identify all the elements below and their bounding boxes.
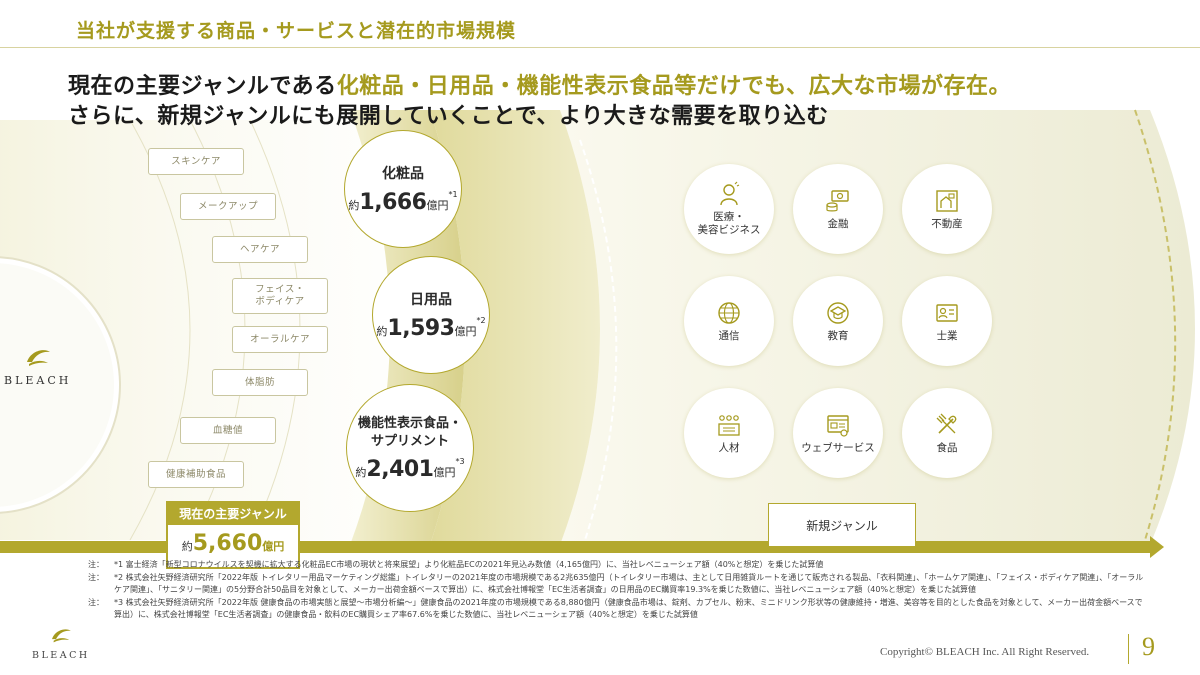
- copyright: Copyright© BLEACH Inc. All Right Reserve…: [880, 646, 1090, 658]
- headline-line-1-pre: 現在の主要ジャンルである: [68, 74, 337, 99]
- subgenre-pill: 血糖値: [180, 417, 276, 444]
- timeline-arrow-icon: [1150, 536, 1164, 558]
- footer-logo: BLEACH: [32, 626, 90, 661]
- new-genre-telecom: 通信: [684, 276, 774, 366]
- current-main-genre-box: 現在の主要ジャンル 約5,660億円: [166, 501, 300, 569]
- footnote-row: 注： *3 株式会社矢野経済研究所「2022年版 健康食品の市場実態と展望〜市場分…: [88, 597, 1143, 620]
- new-genre-finance: 金融: [793, 164, 883, 254]
- subgenre-pill: ヘアケア: [212, 236, 308, 263]
- new-genre-education: 教育: [793, 276, 883, 366]
- market-value: 約1,666億円*1: [348, 189, 458, 215]
- subgenre-pill: メークアップ: [180, 193, 276, 220]
- new-genre-label: 不動産: [931, 217, 963, 230]
- page-number: 9: [1142, 632, 1155, 661]
- current-main-genre-label: 現在の主要ジャンル: [168, 503, 298, 525]
- telecom-icon: [718, 301, 740, 324]
- bleach-logo-icon: [26, 350, 50, 366]
- market-name: 日用品: [410, 291, 452, 308]
- new-genre-label: 食品: [936, 441, 958, 454]
- education-icon: [827, 301, 849, 324]
- current-main-genre-value: 約5,660億円: [181, 531, 285, 556]
- hr-icon: [718, 414, 740, 436]
- subgenre-pill: 体脂肪: [212, 369, 308, 396]
- new-genre-label: 医療・ 美容ビジネス: [697, 211, 761, 236]
- market-circle-daily-goods: 日用品 約1,593億円*2: [372, 256, 490, 374]
- header-divider: [0, 47, 1200, 48]
- new-genre-real-estate: 不動産: [902, 164, 992, 254]
- web-service-icon: [827, 414, 849, 437]
- headline-line-1-accent: 化粧品・日用品・機能性表示食品等だけでも、広大な市場が存在。: [336, 74, 1012, 99]
- bleach-logo-icon: [51, 629, 71, 643]
- new-genre-box: 新規ジャンル: [768, 503, 916, 547]
- headline: 現在の主要ジャンルである化粧品・日用品・機能性表示食品等だけでも、広大な市場が存…: [68, 72, 1011, 132]
- new-genre-label: 金融: [827, 217, 849, 230]
- new-genre-label: 教育: [827, 329, 849, 342]
- market-value: 約2,401億円*3: [355, 456, 465, 482]
- medical-beauty-icon: [720, 181, 740, 206]
- footer-divider: [1128, 634, 1129, 664]
- market-name: 機能性表示食品・ サプリメント: [357, 415, 462, 449]
- new-genre-label: 士業: [936, 329, 958, 342]
- professional-icon: [936, 303, 958, 322]
- real-estate-icon: [936, 189, 958, 212]
- headline-line-1: 現在の主要ジャンルである化粧品・日用品・機能性表示食品等だけでも、広大な市場が存…: [68, 72, 1011, 102]
- subgenre-pill: オーラルケア: [232, 326, 328, 353]
- market-name: 化粧品: [382, 165, 424, 182]
- new-genre-professional: 士業: [902, 276, 992, 366]
- new-genre-hr: 人材: [684, 388, 774, 478]
- subgenre-pill: フェイス・ ボディケア: [232, 278, 328, 314]
- footnotes: 注： *1 富士経済「新型コロナウイルスを契機に拡大する化粧品EC市場の現状と将来…: [88, 559, 1148, 622]
- new-genre-web-service: ウェブサービス: [793, 388, 883, 478]
- new-genre-label: 人材: [718, 441, 740, 454]
- market-circle-cosmetics: 化粧品 約1,666億円*1: [344, 130, 462, 248]
- brand-wordmark: BLEACH: [4, 374, 72, 387]
- footnote-row: 注： *1 富士経済「新型コロナウイルスを契機に拡大する化粧品EC市場の現状と将来…: [88, 560, 824, 569]
- food-icon: [936, 413, 957, 434]
- new-genre-label: ウェブサービス: [801, 441, 875, 454]
- market-value: 約1,593億円*2: [376, 315, 486, 341]
- market-circle-functional-foods: 機能性表示食品・ サプリメント 約2,401億円*3: [346, 384, 474, 512]
- brand-logo-center: BLEACH: [4, 346, 71, 387]
- new-genre-medical-beauty: 医療・ 美容ビジネス: [684, 164, 774, 254]
- footnote-row: 注： *2 株式会社矢野経済研究所「2022年版 トイレタリー用品マーケティング総…: [88, 572, 1144, 595]
- headline-line-2: さらに、新規ジャンルにも展開していくことで、より大きな需要を取り込む: [68, 104, 829, 129]
- footer-wordmark: BLEACH: [32, 650, 90, 661]
- new-genre-label: 通信: [718, 329, 740, 342]
- finance-icon: [826, 189, 849, 211]
- subgenre-pill: スキンケア: [148, 148, 244, 175]
- page-header-title: 当社が支援する商品・サービスと潜在的市場規模: [76, 20, 517, 42]
- new-genre-food: 食品: [902, 388, 992, 478]
- subgenre-pill: 健康補助食品: [148, 461, 244, 488]
